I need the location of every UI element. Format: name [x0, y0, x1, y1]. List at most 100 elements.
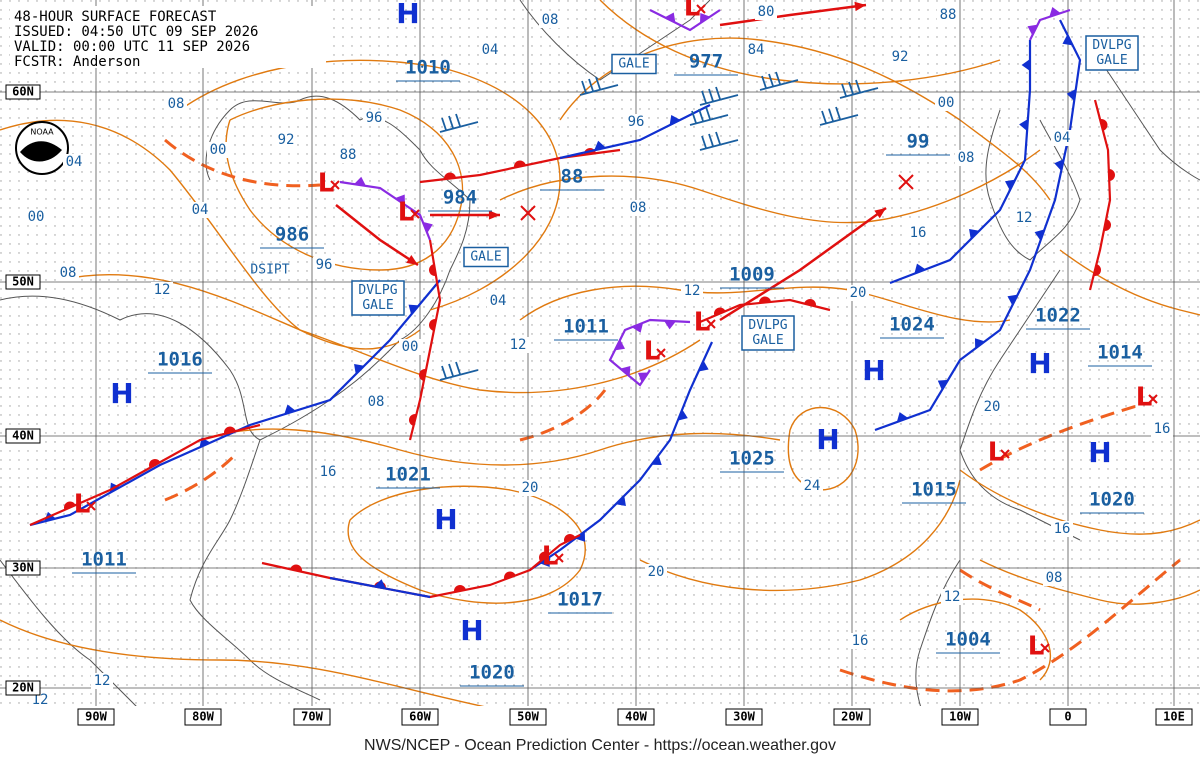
lon-label-bg	[617, 708, 655, 726]
track-arrow	[874, 208, 886, 219]
footer-text: NWS/NCEP - Ocean Prediction Center - htt…	[364, 737, 836, 754]
isobar-label: 16	[320, 464, 337, 480]
isobar-label-bg	[189, 202, 211, 218]
isobar-label-bg	[479, 42, 501, 58]
lon-label-bg	[293, 708, 331, 726]
isobar-label: 12	[510, 337, 527, 353]
isobar-label: 08	[542, 12, 559, 28]
front-line	[649, 9, 721, 32]
center-pressure: 88	[561, 166, 584, 188]
isobar-label: 96	[366, 110, 383, 126]
isobar-label: 12	[94, 673, 111, 689]
center-pressure: 1014	[1097, 342, 1143, 364]
lon-label: 10E	[1163, 710, 1185, 724]
warning-border	[463, 246, 509, 268]
header-background	[10, 6, 326, 68]
isobar-label: 96	[316, 257, 333, 273]
warm-front-symbol	[429, 319, 437, 331]
occl-front-symbol	[620, 366, 631, 377]
warm-front-symbol	[409, 414, 417, 426]
lat-label: 50N	[12, 275, 34, 289]
center-pressure: 1022	[1035, 305, 1081, 327]
logo-text: NOAA	[30, 128, 54, 137]
isobar-label: 08	[630, 200, 647, 216]
low-x	[706, 319, 716, 329]
front	[559, 104, 711, 160]
cold-front-symbol	[408, 304, 419, 315]
header-line: FCSTR: Anderson	[14, 54, 140, 70]
warm-front-symbol	[1108, 169, 1115, 181]
low-center: L	[694, 308, 711, 338]
warning-border	[611, 53, 657, 75]
logo-bird	[20, 141, 62, 162]
dissipating-label: DSIPT	[250, 263, 289, 278]
front	[699, 296, 831, 324]
low-x	[1040, 643, 1050, 653]
lon-label-bg	[401, 708, 439, 726]
isobar-label: 88	[340, 147, 357, 163]
barb	[759, 71, 799, 91]
header-line: ISSUED: 04:50 UTC 09 SEP 2026	[14, 24, 258, 40]
isobar-label: 92	[278, 132, 295, 148]
isobar-label-bg	[937, 7, 959, 23]
isobar-label-bg	[849, 633, 871, 649]
cold-front-symbol	[1004, 179, 1016, 191]
isobar-label-bg	[151, 282, 173, 298]
isobar-label-bg	[363, 110, 385, 126]
isobar-label-bg	[627, 200, 649, 216]
cold-front-symbol	[575, 531, 586, 542]
track-arrow	[854, 1, 866, 12]
warm-front-symbol	[514, 160, 526, 168]
isobar-label: 04	[66, 154, 83, 170]
barb	[689, 106, 729, 126]
isobar-label-bg	[1151, 421, 1173, 437]
warm-front-symbol	[759, 296, 771, 304]
cold-front-symbol	[1034, 229, 1045, 241]
warm-front-symbol	[564, 534, 576, 543]
isobar-label: 04	[1054, 130, 1071, 146]
center-pressure: 1021	[385, 464, 431, 486]
warm-front-symbol	[714, 307, 726, 316]
warning-text: GALE	[752, 333, 783, 348]
high-center: H	[434, 503, 457, 536]
isobar-label-bg	[981, 399, 1003, 415]
occl-front-symbol	[354, 176, 366, 186]
warning-text: DVLPG	[1092, 38, 1131, 53]
isobar-label-bg	[847, 285, 869, 301]
warning-text: GALE	[618, 57, 649, 72]
isobar-label-bg	[507, 337, 529, 353]
warm-front-symbol	[1093, 264, 1101, 277]
front	[1088, 99, 1115, 291]
wind-barb	[699, 86, 739, 106]
lon-label-bg	[509, 708, 547, 726]
lon-label: 20W	[841, 710, 863, 724]
map-grid-dots	[0, 0, 1200, 732]
isobar-label-bg	[801, 478, 823, 494]
isobar-label-bg	[399, 339, 421, 355]
isobar-label: 08	[958, 150, 975, 166]
x-mark	[520, 205, 536, 221]
lon-label: 0	[1064, 710, 1071, 724]
front-line	[1088, 99, 1112, 291]
low-center: L	[988, 438, 1005, 468]
front	[29, 423, 261, 527]
isobar-label-bg	[487, 293, 509, 309]
occl-front-symbol	[1049, 7, 1061, 17]
low-center: L	[1028, 632, 1045, 662]
isobar-label-bg	[91, 673, 113, 689]
isobar-label: 84	[748, 42, 765, 58]
low-center: L	[398, 198, 415, 228]
center-pressure: 1016	[157, 349, 203, 371]
lat-label: 40N	[12, 429, 34, 443]
front	[889, 40, 1032, 285]
warm-front-symbol	[429, 264, 436, 276]
barb	[839, 79, 879, 99]
wind-barb	[699, 131, 739, 151]
warm-front-symbol	[539, 551, 550, 562]
barb	[579, 76, 619, 96]
cold-front-symbol	[937, 379, 949, 391]
isobar-label: 20	[648, 564, 665, 580]
noaa-logo: NOAA	[15, 121, 69, 175]
isobar-label-bg	[29, 692, 51, 708]
